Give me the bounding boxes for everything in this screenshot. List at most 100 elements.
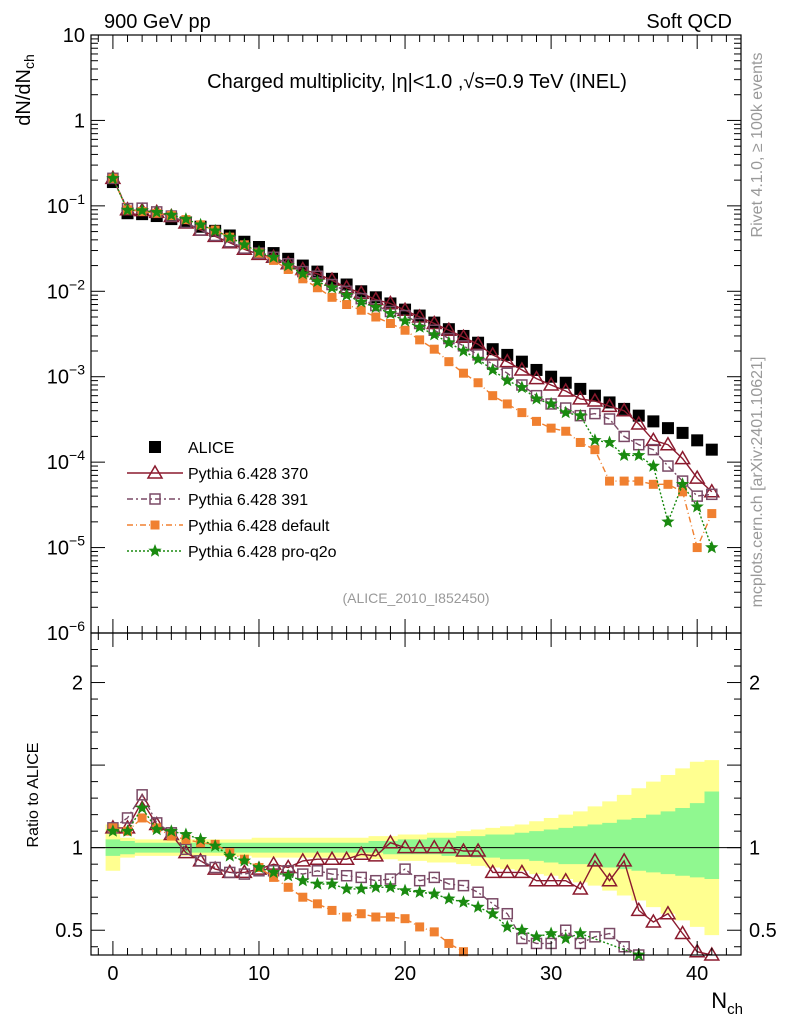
ratio-point: [164, 824, 178, 837]
data-point: [615, 402, 633, 417]
legend-marker: [149, 493, 161, 505]
data-point: [440, 321, 458, 336]
ratio-y-tick-label-right: 2: [749, 673, 760, 695]
data-point: [546, 423, 556, 433]
data-point: [674, 450, 691, 465]
data-point: [575, 437, 585, 447]
data-point: [296, 266, 310, 280]
data-point: [340, 288, 354, 301]
data-point: [456, 344, 471, 357]
ratio-point: [166, 831, 176, 841]
ratio-y-tick-label-right: 0.5: [749, 920, 777, 942]
ratio-point: [674, 925, 691, 940]
ratio-point: [224, 866, 236, 879]
data-point: [603, 413, 616, 425]
data-point: [427, 327, 441, 341]
data-point: [634, 476, 644, 486]
ratio-point: [340, 869, 353, 882]
ratio-point: [311, 865, 324, 877]
data-point: [605, 476, 615, 486]
mcplots-note: mcplots.cern.ch [arXiv:2401.10621]: [749, 357, 766, 608]
ratio-point: [456, 895, 471, 908]
ratio-point: [703, 946, 721, 961]
data-point: [312, 283, 322, 293]
data-point: [354, 295, 368, 308]
data-point: [675, 477, 690, 490]
data-point: [471, 352, 485, 365]
data-point: [237, 237, 251, 251]
ratio-point: [136, 789, 148, 801]
data-point: [691, 434, 704, 447]
data-point: [310, 274, 325, 288]
ratio-point: [180, 843, 192, 856]
data-point: [208, 223, 222, 237]
ratio-point: [383, 880, 398, 893]
data-point: [572, 390, 589, 405]
ratio-point: [385, 912, 395, 922]
data-point: [542, 376, 560, 391]
ratio-point: [513, 863, 531, 879]
data-point: [690, 499, 704, 513]
data-point: [106, 171, 120, 184]
ratio-point: [150, 822, 164, 836]
ratio-point: [208, 839, 222, 852]
legend-label: Pythia 6.428 pro-q2o: [188, 544, 337, 561]
ratio-series-pythia-6-428-pro-q2o: [106, 801, 646, 961]
main-y-tick-label: 10−6: [47, 618, 85, 645]
data-point: [703, 483, 721, 498]
legend-label: Pythia 6.428 370: [188, 466, 308, 483]
ratio-point: [352, 845, 370, 861]
ratio-point: [425, 839, 443, 854]
ratio-point: [603, 927, 616, 940]
data-point: [513, 361, 531, 376]
ratio-point: [371, 912, 381, 922]
ratio-xlabel: Nch: [711, 988, 743, 1018]
ratio-point: [469, 842, 487, 857]
legend-entry: ALICE: [149, 440, 234, 457]
data-point: [340, 278, 353, 291]
header-left: 900 GeV pp: [104, 11, 211, 33]
data-point: [342, 300, 352, 310]
ratio-point: [181, 834, 191, 844]
main-y-tick-label: 10: [63, 25, 85, 47]
data-point: [266, 250, 281, 263]
ratio-point: [630, 901, 648, 917]
ratio-point: [688, 943, 706, 958]
ratio-point: [354, 881, 368, 895]
ratio-point: [472, 886, 484, 899]
ratio-point: [457, 879, 470, 892]
data-point: [647, 415, 660, 428]
ratio-point: [309, 850, 326, 865]
data-point: [252, 244, 266, 258]
data-point: [413, 320, 427, 333]
ratio-panel: 0 10 20 30 40 0.5 0.5 1 1 2 2: [55, 632, 777, 985]
data-point: [488, 391, 498, 401]
main-y-tick-label: 10−5: [47, 533, 85, 560]
ratio-point: [298, 892, 308, 902]
data-point: [647, 443, 660, 456]
data-point: [269, 255, 279, 265]
ratio-point: [399, 863, 411, 875]
data-point: [586, 392, 604, 407]
ratio-x-tick-label: 0: [107, 963, 118, 985]
data-point: [574, 382, 587, 395]
legend-entry: Pythia 6.428 pro-q2o: [127, 544, 337, 561]
data-point: [659, 436, 677, 451]
ratio-point: [209, 861, 221, 874]
ratio-point: [238, 868, 251, 880]
data-point: [692, 543, 702, 553]
ratio-series-line: [112, 806, 640, 956]
data-point: [415, 335, 425, 345]
ratio-point: [120, 824, 135, 837]
ratio-point: [572, 880, 589, 895]
series-line: [112, 177, 712, 497]
data-point: [619, 476, 629, 486]
main-ylabel: dN/dNch: [13, 54, 37, 126]
ratio-point: [296, 873, 310, 887]
legend: ALICE Pythia 6.428 370 Pythia 6.428 391 Pyt…: [127, 440, 337, 561]
series-pythia-6-428-391: [107, 172, 718, 502]
legend-entry: Pythia 6.428 370: [127, 464, 308, 483]
ratio-point: [500, 919, 514, 933]
ratio-point: [427, 886, 441, 900]
data-point: [646, 459, 660, 472]
